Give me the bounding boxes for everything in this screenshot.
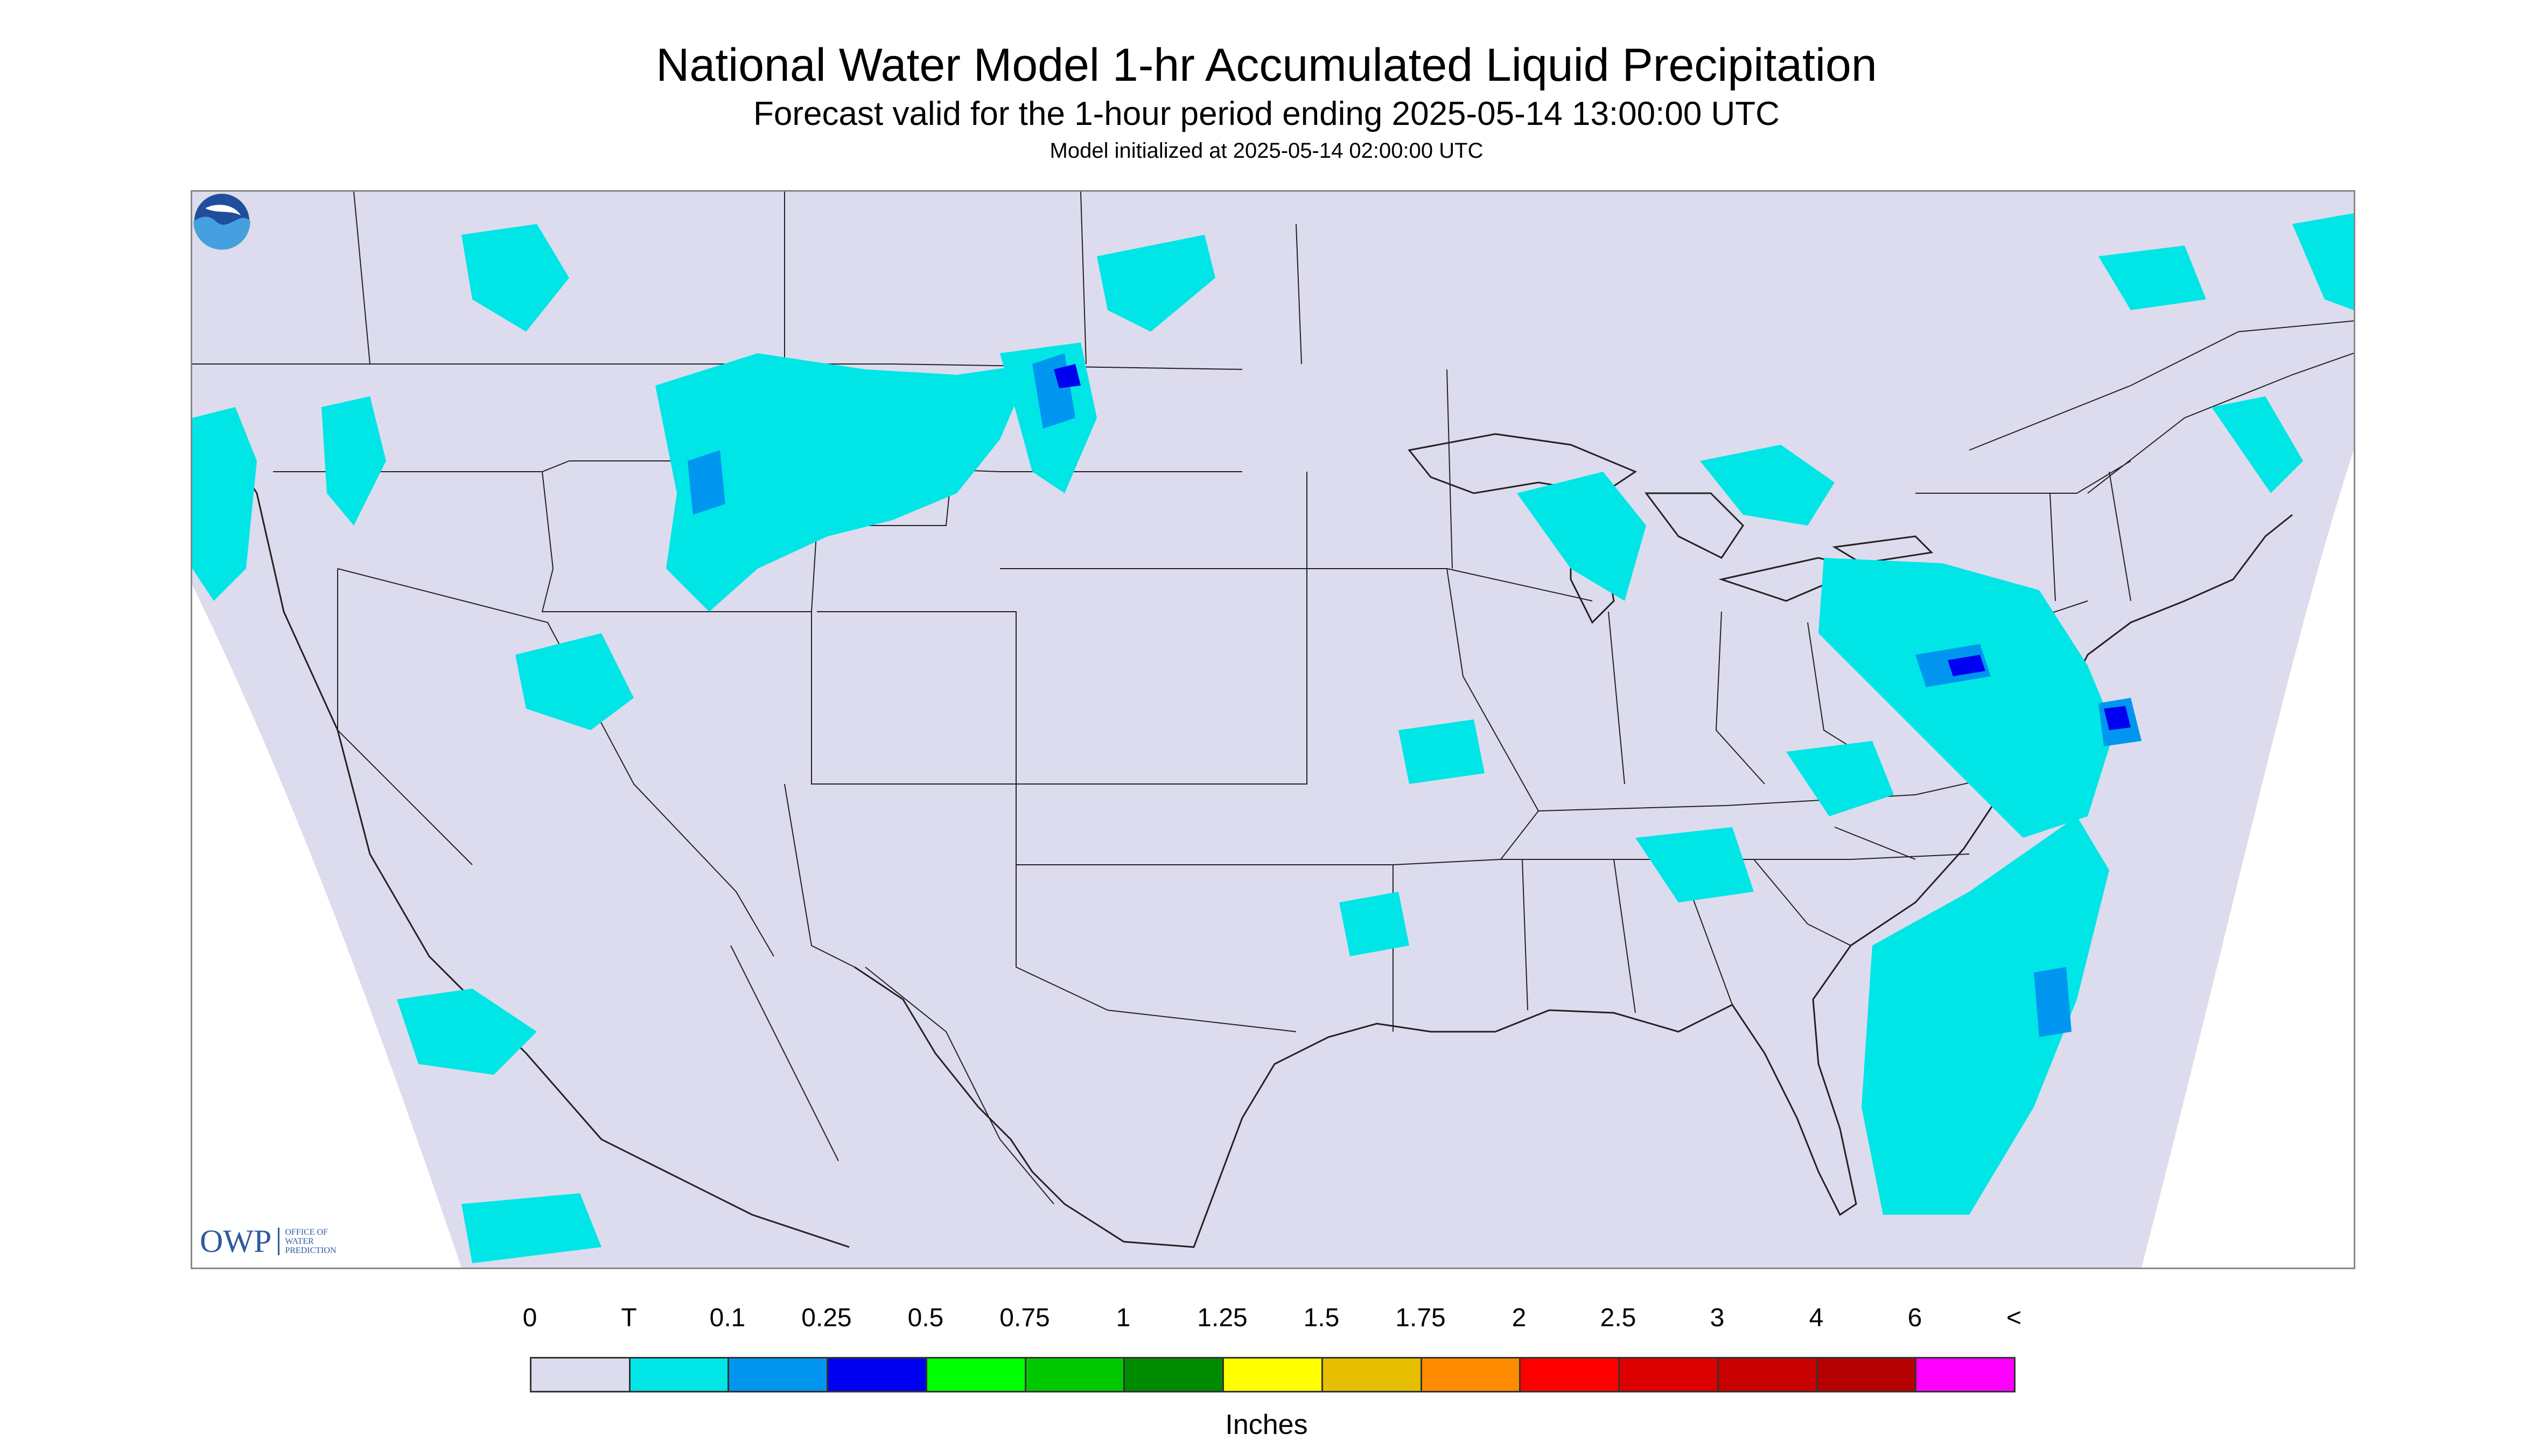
owp-subtitle-line: OFFICE OF [285,1228,328,1237]
legend-color-swatch [1519,1357,1620,1392]
owp-logo: OWP OFFICE OF WATER PREDICTION [200,1223,336,1260]
legend-tick-label: 3 [1710,1304,1725,1332]
legend-tick-label: 0.25 [801,1304,852,1332]
legend-tick-label: 4 [1809,1304,1824,1332]
legend-color-swatch [1618,1357,1719,1392]
legend-color-swatch [1321,1357,1422,1392]
legend-color-swatch [727,1357,829,1392]
legend-tick-label: T [621,1304,637,1332]
owp-subtitle-line: WATER [285,1237,314,1246]
noaa-logo-icon [192,192,251,251]
legend-color-swatch [1222,1357,1323,1392]
map-subtitle: Forecast valid for the 1-hour period end… [753,95,1780,132]
legend-tick-label: < [2006,1304,2022,1332]
model-init-note: Model initialized at 2025-05-14 02:00:00… [1049,139,1484,163]
precipitation-map[interactable]: OWP OFFICE OF WATER PREDICTION [191,190,2355,1269]
legend-color-swatch [827,1357,927,1392]
legend-tick-label: 0.1 [709,1304,746,1332]
color-legend [530,1357,2016,1392]
map-title: National Water Model 1-hr Accumulated Li… [656,39,1877,91]
legend-tick-label: 2 [1512,1304,1527,1332]
legend-tick-label: 0 [522,1304,537,1332]
legend-color-swatch [1717,1357,1818,1392]
legend-color-swatch [1816,1357,1917,1392]
state-boundaries [192,192,2354,1205]
owp-logo-letters: OWP [200,1223,272,1259]
precipitation-overlay [192,213,2354,1263]
legend-tick-label: 1 [1116,1304,1131,1332]
legend-tick-label: 1.75 [1395,1304,1446,1332]
owp-subtitle-line: PREDICTION [285,1246,337,1255]
legend-tick-label: 1.25 [1197,1304,1248,1332]
legend-units-label: Inches [1225,1409,1308,1440]
legend-tick-label: 0.5 [907,1304,944,1332]
legend-color-swatch [925,1357,1026,1392]
map-canvas [192,192,2354,1268]
legend-tick-label: 1.5 [1303,1304,1340,1332]
legend-tick-label: 2.5 [1600,1304,1636,1332]
owp-logo-subtitle: OFFICE OF WATER PREDICTION [278,1228,336,1255]
legend-color-swatch [1024,1357,1125,1392]
legend-color-swatch [1420,1357,1521,1392]
legend-tick-label: 6 [1907,1304,1922,1332]
legend-color-swatch [628,1357,730,1392]
legend-color-swatch [1123,1357,1224,1392]
legend-tick-label: 0.75 [999,1304,1050,1332]
legend-color-swatch [530,1357,631,1392]
legend-color-swatch [1915,1357,2016,1392]
